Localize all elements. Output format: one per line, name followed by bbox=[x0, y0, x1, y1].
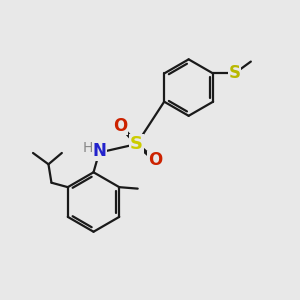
Text: S: S bbox=[130, 135, 143, 153]
Text: H: H bbox=[83, 141, 93, 155]
Text: S: S bbox=[229, 64, 241, 82]
Text: N: N bbox=[92, 142, 106, 160]
Text: O: O bbox=[113, 117, 127, 135]
Text: O: O bbox=[148, 152, 162, 169]
